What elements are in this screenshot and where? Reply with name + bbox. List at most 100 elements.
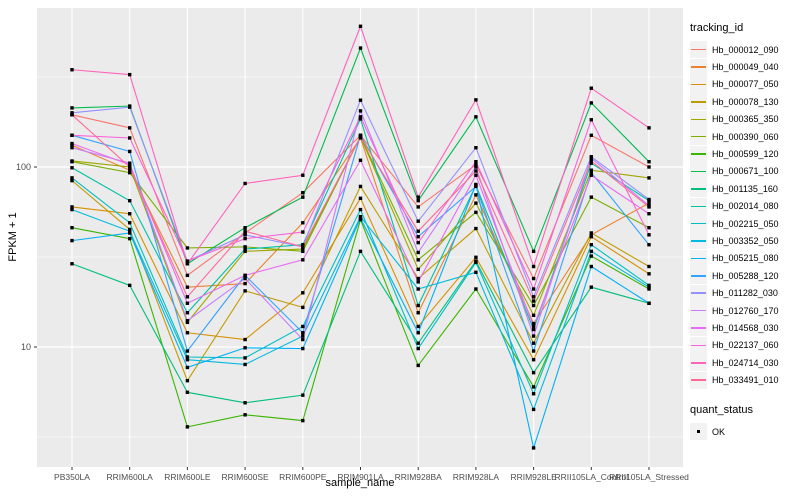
data-point [531, 276, 536, 281]
y-tick-label: 100 [16, 162, 31, 172]
legend-item: Hb_000078_130 [690, 93, 798, 111]
data-point [128, 227, 132, 232]
x-tick-label: RRIM600LE [164, 472, 211, 482]
data-point [128, 168, 132, 172]
data-point [416, 280, 420, 284]
legend-item-label: Hb_002014_080 [712, 201, 779, 212]
data-point [128, 283, 132, 288]
data-point [243, 337, 247, 342]
legend-item: Hb_000049_040 [690, 58, 798, 76]
data-point [474, 270, 478, 275]
data-point [301, 190, 305, 195]
x-tick-label: RRIM928LA [453, 472, 500, 482]
data-point [474, 162, 478, 167]
data-point [185, 378, 190, 383]
x-tick-label: PB350LA [54, 472, 90, 482]
data-point [358, 117, 363, 121]
legend-item-label: Hb_000599_120 [712, 149, 779, 160]
data-point [589, 118, 593, 122]
data-point [128, 162, 132, 167]
data-point [128, 72, 132, 77]
data-point [474, 146, 478, 150]
data-point [70, 133, 74, 138]
data-point [243, 356, 247, 360]
data-point [647, 226, 651, 230]
legend-key-line [691, 153, 706, 155]
data-point [301, 243, 305, 247]
data-point [243, 226, 247, 230]
data-point [647, 272, 651, 276]
x-tick-label: RRIM901LA [337, 472, 384, 482]
legend-item-label: Hb_014568_030 [712, 322, 779, 333]
legend-item: Hb_024714_030 [690, 354, 798, 372]
legend-item: Hb_014568_030 [690, 319, 798, 337]
legend-key [690, 232, 707, 250]
data-point [589, 101, 593, 105]
data-point [589, 249, 593, 254]
legend-item: Hb_002014_080 [690, 197, 798, 215]
data-point [474, 201, 478, 205]
legend-key-line [691, 222, 706, 225]
data-point [531, 334, 536, 338]
legend-item-label: Hb_005288_120 [712, 270, 779, 281]
legend-item-label: Hb_002215_050 [712, 218, 779, 229]
data-point [531, 358, 536, 362]
data-point [185, 301, 190, 305]
data-point [589, 254, 593, 258]
legend-title-quant-status: quant_status [690, 403, 753, 416]
legend-key [690, 58, 707, 76]
x-tick-label: RRIM600LA [107, 472, 154, 482]
data-point [474, 115, 478, 119]
data-point [243, 276, 247, 281]
data-point [474, 165, 478, 169]
data-point [416, 341, 420, 345]
legend-tracking-items: Hb_000012_090 Hb_000049_040 Hb_000077_050 H… [690, 41, 798, 389]
data-point [531, 392, 536, 396]
legend-item: Hb_011282_030 [690, 284, 798, 302]
data-point [301, 258, 305, 262]
data-point [243, 362, 247, 367]
data-point [474, 173, 478, 177]
data-point [647, 212, 651, 216]
data-point [185, 273, 190, 278]
data-point [474, 226, 478, 231]
legend-item-label: Hb_000049_040 [712, 62, 779, 73]
legend-key [690, 162, 707, 180]
data-point [243, 247, 247, 251]
data-point [531, 349, 536, 353]
data-point [243, 181, 247, 186]
data-point [243, 273, 247, 278]
data-point [531, 295, 536, 299]
data-point [416, 250, 420, 255]
data-point [70, 226, 74, 230]
legend-key [690, 371, 707, 389]
legend-item-label: Hb_033491_010 [712, 375, 779, 386]
data-point [589, 285, 593, 289]
legend-key [690, 354, 707, 372]
data-point [531, 321, 536, 326]
data-point [416, 346, 420, 351]
data-point [474, 255, 478, 260]
data-point [474, 193, 478, 197]
legend-key-line [691, 327, 706, 329]
data-point [185, 311, 190, 315]
data-point [647, 126, 651, 130]
data-point [185, 365, 190, 370]
data-point [185, 390, 190, 395]
data-point [70, 141, 74, 146]
data-point [70, 111, 74, 115]
legend-item-label: Hb_000077_050 [712, 79, 779, 90]
data-point [358, 98, 363, 102]
data-point [301, 324, 305, 329]
data-point [589, 170, 593, 175]
legend-item-label: Hb_000078_130 [712, 96, 779, 107]
data-point [416, 287, 420, 291]
data-point [531, 370, 536, 375]
data-point [474, 169, 478, 173]
data-point [589, 168, 593, 172]
data-point [70, 146, 74, 150]
x-tick-label: RRII105LA_Stressed [609, 472, 689, 482]
data-point [589, 86, 593, 90]
data-point [185, 318, 190, 323]
